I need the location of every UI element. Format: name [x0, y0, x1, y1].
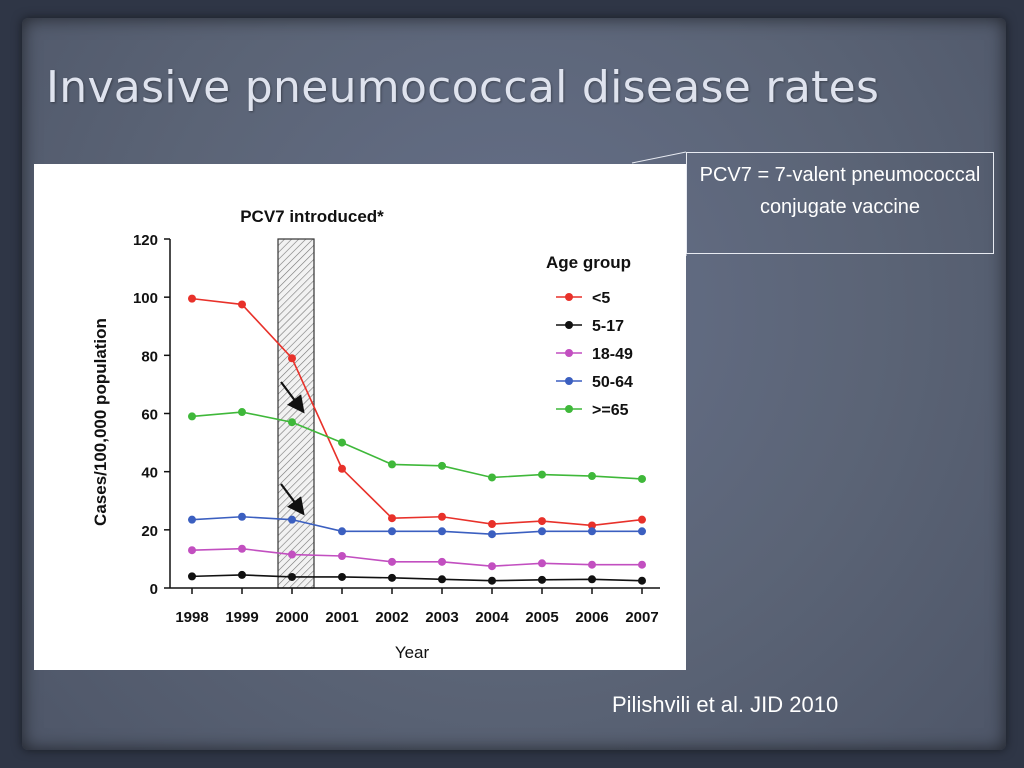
data-point [388, 514, 396, 523]
x-axis-label: Year [395, 643, 430, 662]
y-tick-label: 80 [141, 348, 158, 365]
legend-marker [565, 293, 573, 301]
data-point [338, 572, 346, 581]
data-point [338, 552, 346, 561]
x-tick-label: 2002 [375, 609, 408, 626]
data-point [488, 520, 496, 529]
series-line [191, 574, 643, 582]
data-point [188, 294, 196, 303]
data-point [438, 512, 446, 521]
data-point [588, 521, 596, 530]
legend-entry: 50-64 [592, 374, 633, 391]
data-point [238, 544, 246, 553]
data-point [488, 473, 496, 482]
x-tick-label: 2006 [575, 609, 608, 626]
data-point [538, 559, 546, 568]
y-tick-label: 100 [133, 290, 158, 307]
data-point [588, 560, 596, 569]
pcv7-introduction-band [277, 238, 315, 589]
data-point [638, 560, 646, 569]
series-line [191, 411, 643, 480]
data-point [488, 530, 496, 539]
y-axis-label: Cases/100,000 population [91, 318, 110, 526]
data-point [388, 573, 396, 582]
series-line [191, 297, 643, 527]
x-tick-label: 1999 [225, 609, 258, 626]
data-point [288, 418, 296, 427]
data-point [588, 527, 596, 536]
data-point [638, 576, 646, 585]
annotation-arrow [280, 381, 305, 414]
data-point [338, 438, 346, 447]
y-tick-label: 40 [141, 465, 158, 482]
chart-panel: 0 20 40 60 80 100 120 1998 1999 2000 2001 2002 2003 2… [34, 164, 686, 670]
data-point [438, 575, 446, 584]
data-point [538, 527, 546, 536]
data-point [588, 472, 596, 481]
legend-title: Age group [546, 253, 631, 272]
data-point [388, 527, 396, 536]
y-tick-label: 20 [141, 523, 158, 540]
data-point [488, 562, 496, 571]
data-point [188, 412, 196, 421]
data-point [538, 470, 546, 479]
x-tick-label: 1998 [175, 609, 208, 626]
data-point [538, 517, 546, 526]
data-point [238, 570, 246, 579]
data-point [438, 527, 446, 536]
legend-marker [565, 377, 573, 385]
data-point [338, 464, 346, 473]
data-point [388, 557, 396, 566]
citation: Pilishvili et al. JID 2010 [612, 692, 839, 717]
data-point [638, 527, 646, 536]
definition-callout: PCV7 = 7-valent pneumococcal conjugate v… [686, 152, 994, 254]
series-line [191, 547, 642, 567]
legend-entry: <5 [592, 290, 610, 307]
data-point [238, 300, 246, 309]
data-point [188, 572, 196, 581]
x-tick-label: 2005 [525, 609, 558, 626]
chart-title: PCV7 introduced* [240, 207, 384, 226]
data-point [438, 461, 446, 470]
data-point [238, 408, 246, 417]
legend-marker [565, 349, 573, 357]
data-point [638, 474, 646, 483]
data-point [288, 515, 296, 524]
x-tick-label: 2007 [625, 609, 658, 626]
y-tick-label: 60 [141, 407, 158, 424]
line-chart: 0 20 40 60 80 100 120 1998 1999 2000 2001 2002 2003 2… [91, 207, 660, 662]
data-point [388, 460, 396, 469]
y-tick-label: 0 [150, 581, 158, 598]
data-point [438, 557, 446, 566]
y-tick-label: 120 [133, 232, 158, 249]
x-tick-label: 2003 [425, 609, 458, 626]
legend-entry: 5-17 [592, 318, 624, 335]
data-point [188, 515, 196, 524]
data-point [538, 575, 546, 584]
data-point [488, 576, 496, 585]
x-tick-label: 2004 [475, 609, 509, 626]
x-tick-label: 2001 [325, 609, 358, 626]
data-point [288, 354, 296, 363]
data-point [638, 515, 646, 524]
data-point [188, 546, 196, 555]
x-tick-label: 2000 [275, 609, 308, 626]
annotation-arrow [280, 483, 305, 516]
data-point [338, 527, 346, 536]
legend-marker [565, 405, 573, 413]
legend-entry: >=65 [592, 402, 629, 419]
data-point [588, 575, 596, 584]
data-point [288, 572, 296, 581]
data-point [238, 512, 246, 521]
data-point [288, 550, 296, 559]
slide-title: Invasive pneumococcal disease rates [46, 62, 880, 113]
legend-marker [565, 321, 573, 329]
series-line [191, 515, 642, 535]
legend-entry: 18-49 [592, 346, 633, 363]
